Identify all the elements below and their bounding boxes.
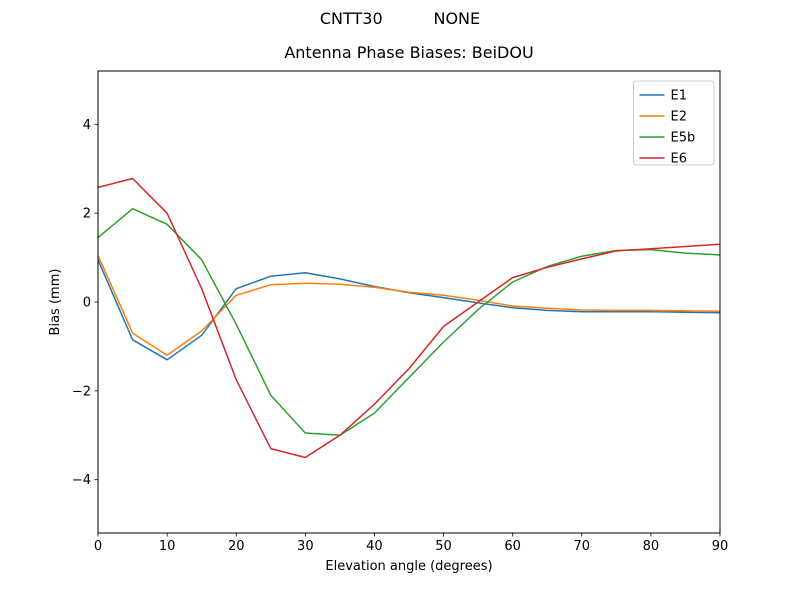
x-axis-label: Elevation angle (degrees) bbox=[325, 559, 492, 574]
x-tick-label: 20 bbox=[228, 539, 245, 554]
x-tick-label: 0 bbox=[94, 539, 102, 554]
legend-label-e2: E2 bbox=[671, 110, 688, 125]
axes-title: Antenna Phase Biases: BeiDOU bbox=[284, 43, 534, 62]
y-tick-label: −2 bbox=[72, 384, 91, 399]
series-line-e2 bbox=[98, 255, 720, 357]
series-group bbox=[98, 177, 720, 459]
y-tick-label: 0 bbox=[83, 296, 91, 311]
x-tick-label: 70 bbox=[574, 539, 591, 554]
legend-label-e1: E1 bbox=[671, 89, 688, 104]
x-tick-label: 50 bbox=[435, 539, 452, 554]
figure-suptitle: CNTT30 NONE bbox=[319, 9, 481, 28]
y-tick-label: 2 bbox=[83, 207, 91, 222]
legend-box bbox=[633, 80, 715, 166]
x-tick-label: 60 bbox=[504, 539, 521, 554]
legend-label-e6: E6 bbox=[671, 152, 688, 167]
y-axis-label: Bias (mm) bbox=[48, 269, 63, 336]
legend: E1 E2 E5b E6 bbox=[633, 80, 715, 167]
x-tick-label: 30 bbox=[297, 539, 314, 554]
x-tick-label: 90 bbox=[712, 539, 729, 554]
plot-area bbox=[98, 71, 720, 533]
x-tick-label: 80 bbox=[643, 539, 660, 554]
y-tick-label: 4 bbox=[83, 118, 91, 133]
axes-frame bbox=[97, 70, 721, 534]
legend-label-e5b: E5b bbox=[671, 131, 696, 146]
x-tick-label: 40 bbox=[366, 539, 383, 554]
x-tick-label: 10 bbox=[159, 539, 176, 554]
y-tick-label: −4 bbox=[72, 473, 91, 488]
series-line-e6 bbox=[98, 177, 720, 459]
